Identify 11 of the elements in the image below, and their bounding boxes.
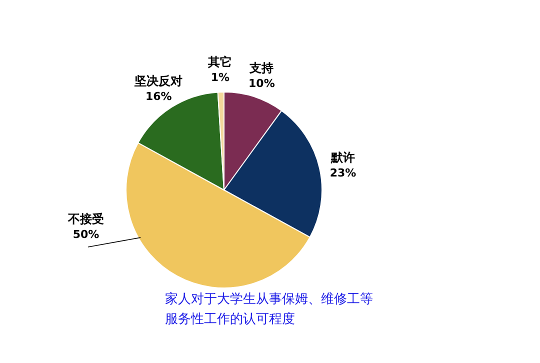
data-label: 16% xyxy=(145,90,172,103)
slice-label: 支持 xyxy=(248,60,274,75)
slice-label: 坚决反对 xyxy=(134,74,183,88)
data-label: 1% xyxy=(210,71,230,84)
slice-label: 默许 xyxy=(330,150,356,164)
text: 家人对于大学生从事保姆、维修工等服务性工作的认可程度 xyxy=(165,291,373,327)
data-label: 23% xyxy=(330,166,356,180)
data-label: 10% xyxy=(248,76,275,90)
data-label: 50% xyxy=(72,228,100,241)
slice-label: 其它 xyxy=(207,55,232,70)
slice-label: 不接受 xyxy=(67,212,104,226)
